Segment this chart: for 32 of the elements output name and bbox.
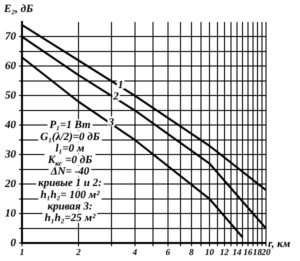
x-tick-label: 4 bbox=[132, 246, 138, 257]
y-tick-label: 0 bbox=[10, 237, 16, 250]
annotation: G₁(λ/2)=0 дБ bbox=[40, 130, 100, 143]
y-tick-label: 60 bbox=[5, 60, 16, 72]
x-tick-label: 16 bbox=[243, 246, 253, 257]
x-tick-label: 10 bbox=[205, 246, 215, 257]
annotation: 2 bbox=[112, 90, 120, 103]
annotation: кривая 3: bbox=[47, 200, 93, 212]
annotation: h₁h₂=25 м² bbox=[44, 212, 96, 224]
x-tick-label: 12 bbox=[220, 246, 230, 257]
x-tick-label: 14 bbox=[232, 246, 242, 257]
y-tick-label: 10 bbox=[5, 208, 16, 220]
annotation: 3 bbox=[107, 116, 114, 128]
y-tick-label: 20 bbox=[4, 178, 16, 190]
x-tick-label: 18 bbox=[252, 246, 262, 257]
annotation: кривые 1 и 2: bbox=[38, 177, 102, 190]
x-tick-label: 2 bbox=[75, 246, 82, 257]
x-axis-title: r, км bbox=[268, 238, 291, 250]
y-tick-label: 70 bbox=[5, 30, 16, 43]
y-tick-label: 40 bbox=[4, 119, 16, 132]
y-axis-title: E₂, дБ bbox=[3, 3, 34, 15]
annotation: 1 bbox=[118, 78, 124, 91]
y-tick-label: 30 bbox=[4, 148, 16, 161]
x-tick-label: 8 bbox=[189, 246, 194, 257]
x-tick-label: 6 bbox=[166, 246, 171, 257]
x-tick-label: 20 bbox=[260, 246, 271, 257]
x-tick-label: 1 bbox=[20, 246, 24, 257]
annotation: ΔN= -40 bbox=[50, 166, 90, 178]
annotation: P₁=1 Вт bbox=[49, 119, 91, 132]
annotation: h₁h₂= 100 м² bbox=[40, 188, 100, 201]
annotation: l₁=0 м bbox=[56, 142, 85, 154]
y-tick-label: 50 bbox=[5, 90, 16, 102]
